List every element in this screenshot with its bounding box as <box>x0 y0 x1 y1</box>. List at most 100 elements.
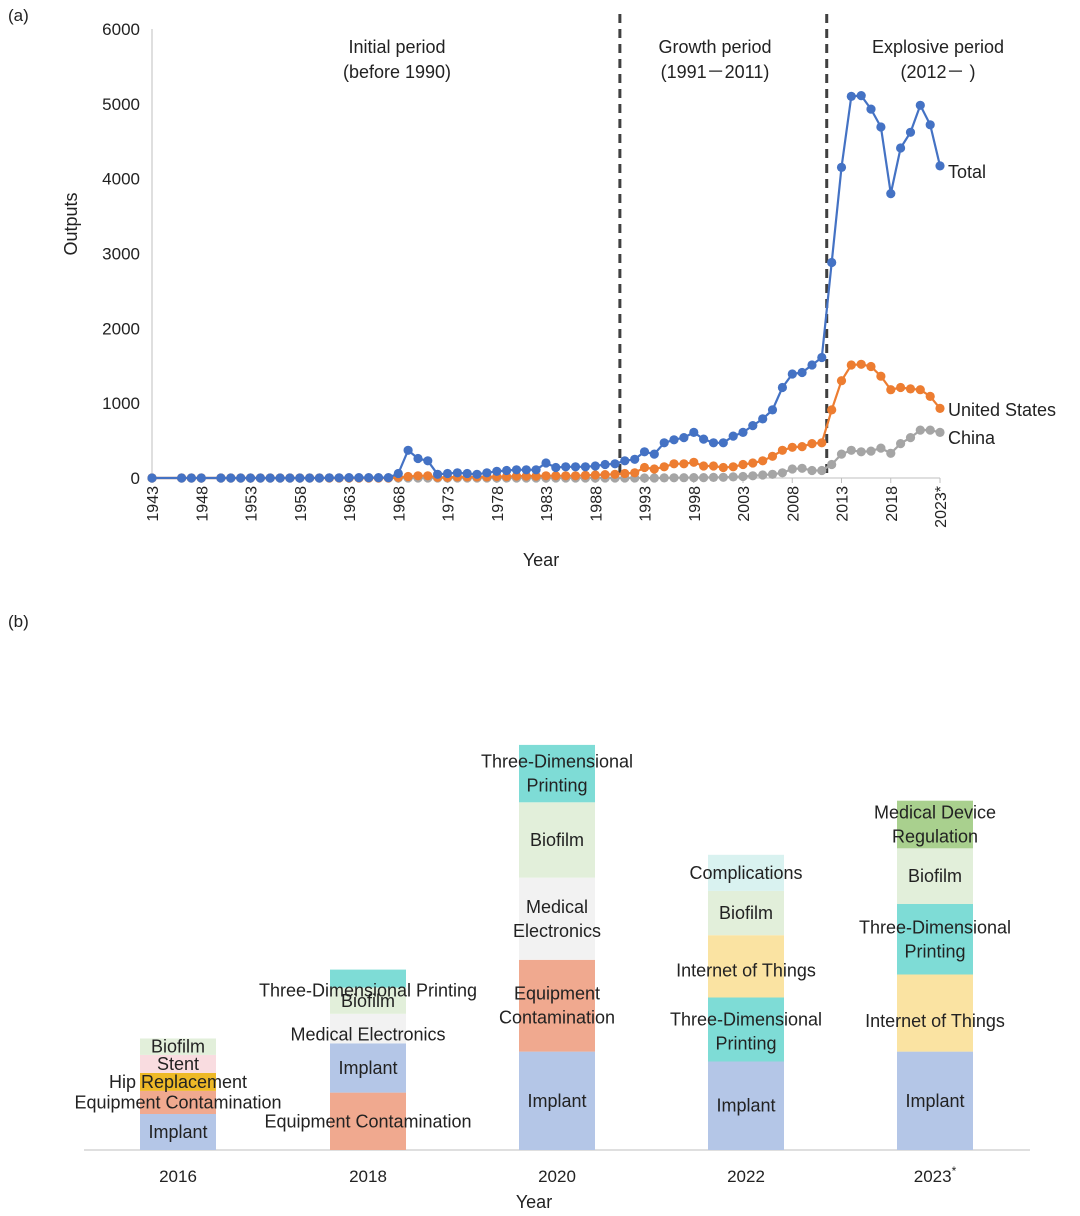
line-chart-outputs: 0 1000 2000 3000 4000 5000 6000 1943 1948 1953 195… <box>61 14 1056 570</box>
x-tick-label: 2016 <box>159 1167 197 1186</box>
data-point-united-states <box>767 451 778 461</box>
data-point-united-states <box>876 371 886 381</box>
data-point-china <box>846 445 856 455</box>
data-point-total <box>797 367 807 378</box>
y-tick-label: 3000 <box>102 245 140 264</box>
bar-segment-label: Medical Electronics <box>290 1025 445 1045</box>
bar-segment-three-dimensional-printing <box>519 744 595 803</box>
bar-segment-label: Implant <box>905 1091 964 1111</box>
data-point-china <box>925 425 935 435</box>
x-tick-label: 1983 <box>539 486 556 522</box>
bar-segment-label: Contamination <box>499 1008 615 1028</box>
data-point-united-states <box>905 384 916 394</box>
data-point-total <box>600 459 610 470</box>
data-point-total <box>462 468 472 479</box>
data-point-china <box>748 471 758 481</box>
bar-segment-complications <box>708 854 784 891</box>
bar-segment-label: Implant <box>148 1122 207 1142</box>
data-point-total <box>492 466 502 476</box>
period-range-2: (1991－2011) <box>661 62 770 82</box>
period-label-1: Initial period <box>348 37 445 57</box>
period-label-2: Growth period <box>658 37 771 57</box>
period-label-3: Explosive period <box>872 37 1004 57</box>
x-tick-label: 1968 <box>391 486 408 522</box>
data-point-total <box>334 473 344 483</box>
bar-segment-implant <box>708 1061 784 1150</box>
data-point-total <box>275 473 285 483</box>
data-point-united-states <box>738 459 748 470</box>
data-point-total <box>147 473 157 483</box>
bar-segment-three-dimensional-printing <box>708 997 784 1062</box>
y-tick-label: 2000 <box>102 319 140 338</box>
data-point-united-states <box>935 403 945 413</box>
data-point-total <box>383 473 393 483</box>
bar-segment-label: Three-Dimensional <box>481 752 633 772</box>
data-point-united-states <box>423 471 433 481</box>
data-point-total <box>925 120 935 130</box>
data-point-total <box>580 462 591 472</box>
data-point-united-states <box>718 462 728 473</box>
data-point-united-states <box>925 391 935 401</box>
data-point-total <box>570 462 581 472</box>
data-point-united-states <box>836 376 847 386</box>
bar-segment-implant <box>330 1043 406 1093</box>
data-point-total <box>886 189 896 199</box>
x-tick-label: 1948 <box>194 486 211 522</box>
x-tick-label: 1988 <box>588 486 605 522</box>
data-point-total <box>364 473 374 483</box>
data-point-total <box>521 465 531 475</box>
data-point-united-states <box>403 471 413 482</box>
data-point-total <box>511 465 522 475</box>
panel-b-label: (b) <box>8 612 29 631</box>
bar-segment-label: Equipment Contamination <box>264 1111 471 1131</box>
y-tick-label: 4000 <box>102 170 140 189</box>
bar-segment-label: Biofilm <box>908 866 962 886</box>
data-point-total <box>305 473 315 483</box>
bar-segment-label: Hip Replacement <box>109 1072 247 1092</box>
x-tick-label: 1998 <box>687 486 704 522</box>
data-point-united-states <box>915 385 925 395</box>
data-point-china <box>827 459 837 470</box>
data-point-total <box>324 473 334 483</box>
data-point-total <box>728 431 738 441</box>
data-point-total <box>433 469 443 479</box>
bar-segment-label: Biofilm <box>341 991 395 1011</box>
bar-segment-label: Internet of Things <box>676 960 816 980</box>
y-tick-label: 5000 <box>102 95 140 114</box>
data-point-total <box>196 473 206 483</box>
data-point-united-states <box>413 471 423 481</box>
data-point-united-states <box>817 438 827 448</box>
x-tick-label: 1953 <box>244 486 261 522</box>
data-point-total <box>413 453 423 464</box>
data-point-china <box>807 465 817 476</box>
data-point-united-states <box>639 462 650 473</box>
series-label-total: Total <box>948 162 986 182</box>
data-point-total <box>689 427 699 437</box>
bar-segment-label: Equipment <box>514 984 600 1004</box>
data-point-united-states <box>856 359 866 369</box>
bar-segment-label: Biofilm <box>719 903 773 923</box>
bar-segment-implant <box>897 1051 973 1150</box>
data-point-total <box>817 352 827 363</box>
data-point-total <box>630 454 640 464</box>
series-label-united-states: United States <box>948 400 1056 420</box>
bar-segment-label: Three-Dimensional Printing <box>259 981 477 1001</box>
data-point-china <box>935 427 945 437</box>
data-point-total <box>738 427 748 437</box>
bar-segment-label: Medical <box>526 897 588 917</box>
data-point-total <box>472 469 482 479</box>
series-label-china: China <box>948 428 996 448</box>
data-point-total <box>393 468 403 479</box>
data-point-total <box>177 473 187 483</box>
data-point-total <box>590 461 600 471</box>
data-point-china <box>758 470 768 480</box>
data-point-united-states <box>659 462 669 472</box>
data-point-total <box>482 468 492 478</box>
data-point-total <box>836 162 847 172</box>
x-tick-label: 2022 <box>727 1167 765 1186</box>
data-point-total <box>659 438 669 448</box>
bar-segment-label: Printing <box>715 1034 776 1054</box>
data-point-china <box>886 448 896 458</box>
bar-segment-internet-of-things <box>708 935 784 998</box>
x-tick-label: 2018 <box>349 1167 387 1186</box>
